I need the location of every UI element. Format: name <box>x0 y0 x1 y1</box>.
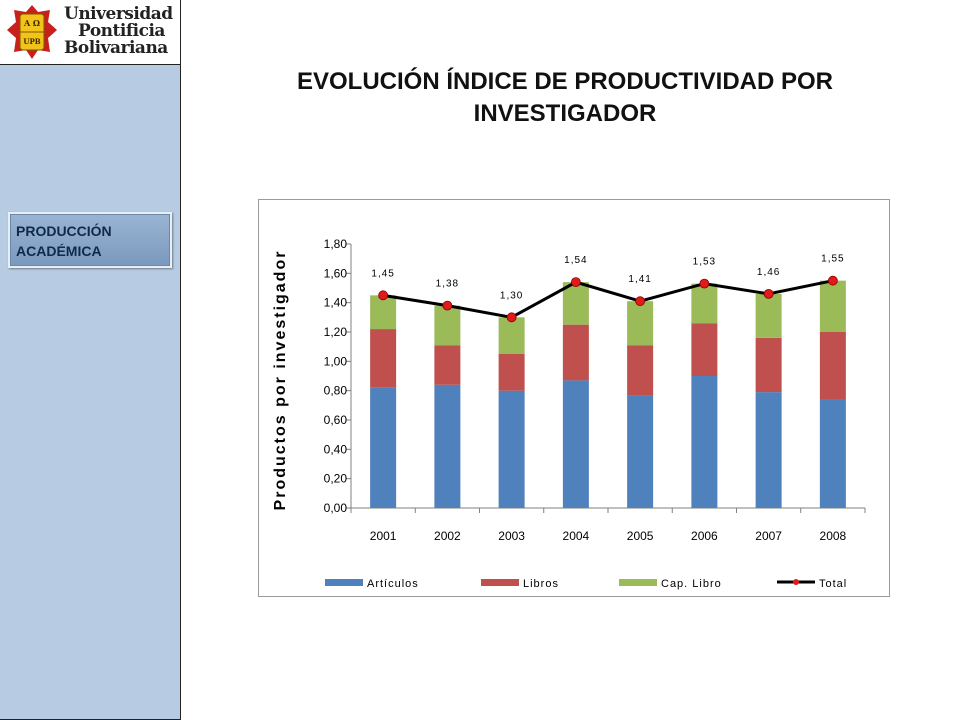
legend-libros-label: Libros <box>523 578 559 590</box>
section-button-label: PRODUCCIÓN ACADÉMICA <box>16 223 112 259</box>
total-point <box>827 275 838 286</box>
y-tick-label: 1,40 <box>324 296 348 310</box>
bar-articulos <box>691 376 718 508</box>
bar-libros <box>434 345 461 385</box>
bar-articulos <box>627 395 654 508</box>
total-point <box>506 312 517 323</box>
bar-articulos <box>819 399 846 508</box>
logo-line-2: Pontificia <box>78 21 165 41</box>
total-line <box>382 279 834 319</box>
legend-libros-swatch <box>481 579 519 586</box>
bar-cap-libro <box>434 305 461 346</box>
total-point <box>442 300 453 311</box>
bar-cap-libro <box>562 282 589 325</box>
y-tick-label: 0,80 <box>324 384 348 398</box>
bar-cap-libro <box>498 317 525 354</box>
legend-cap-libro-swatch <box>619 579 657 586</box>
bar-cap-libro <box>755 293 782 338</box>
y-tick-label: 0,60 <box>324 413 348 427</box>
y-tick-label: 0,00 <box>324 501 348 515</box>
legend-articulos-swatch <box>325 579 363 586</box>
legend-total-label: Total <box>819 578 847 590</box>
bar-cap-libro <box>691 283 718 324</box>
bar-cap-libro <box>819 280 846 332</box>
total-data-label: 1,38 <box>436 279 459 290</box>
x-tick-label: 2001 <box>370 529 397 543</box>
bar-libros <box>627 345 654 396</box>
page-title: EVOLUCIÓN ÍNDICE DE PRODUCTIVIDAD POR IN… <box>296 68 834 127</box>
total-point <box>763 288 774 299</box>
bar-cap-libro <box>627 301 654 346</box>
bar-articulos <box>562 380 589 508</box>
total-data-label: 1,46 <box>757 267 780 278</box>
section-button-produccion-academica[interactable]: PRODUCCIÓN ACADÉMICA <box>8 212 172 268</box>
bar-articulos <box>434 384 461 508</box>
logo-line-3: Bolivariana <box>64 38 168 58</box>
bar-libros <box>755 337 782 393</box>
bar-articulos <box>370 387 397 508</box>
svg-text:A Ω: A Ω <box>23 18 40 28</box>
total-point <box>378 290 389 301</box>
bar-cap-libro <box>370 295 397 330</box>
total-point <box>699 278 710 289</box>
bar-articulos <box>755 392 782 508</box>
x-tick-label: 2002 <box>434 529 461 543</box>
y-tick-label: 1,00 <box>324 354 348 368</box>
university-name: Universidad Pontificia Bolivariana <box>64 6 173 57</box>
bar-libros <box>498 354 525 391</box>
y-tick-label: 0,20 <box>324 472 348 486</box>
total-data-label: 1,53 <box>693 257 716 268</box>
logo-line-1: Universidad <box>64 4 173 24</box>
total-point <box>635 296 646 307</box>
bar-articulos <box>498 390 525 508</box>
total-data-label: 1,54 <box>564 255 587 266</box>
bar-libros <box>819 332 846 400</box>
x-tick-label: 2006 <box>691 529 718 543</box>
y-tick-label: 0,40 <box>324 442 348 456</box>
y-axis-title: Productos por investigador <box>272 250 289 511</box>
total-data-label: 1,45 <box>371 268 394 279</box>
legend-cap-libro-label: Cap. Libro <box>661 578 722 590</box>
total-data-label: 1,55 <box>821 254 844 265</box>
x-tick-label: 2003 <box>498 529 525 543</box>
x-tick-label: 2005 <box>627 529 654 543</box>
bar-libros <box>691 323 718 376</box>
y-tick-label: 1,60 <box>324 266 348 280</box>
legend-total-marker <box>793 579 799 585</box>
total-data-label: 1,41 <box>628 274 651 285</box>
total-point <box>570 277 581 288</box>
sidebar: A Ω UPB Universidad Pontificia Bolivaria… <box>0 0 181 720</box>
bar-libros <box>562 324 589 381</box>
chart-container: 0,00 0,20 0,40 0,60 0,80 1,00 1,20 1,40 1,60 1,80… <box>258 199 890 597</box>
x-tick-label: 2004 <box>563 529 590 543</box>
y-tick-label: 1,80 <box>324 237 348 251</box>
y-tick-label: 1,20 <box>324 325 348 339</box>
university-logo: A Ω UPB Universidad Pontificia Bolivaria… <box>0 0 180 65</box>
svg-text:UPB: UPB <box>23 37 40 46</box>
total-data-label: 1,30 <box>500 290 523 301</box>
legend-articulos-label: Artículos <box>367 578 419 590</box>
university-shield-icon: A Ω UPB <box>7 5 57 59</box>
x-tick-label: 2007 <box>755 529 782 543</box>
bar-libros <box>370 329 397 388</box>
productivity-chart: 0,00 0,20 0,40 0,60 0,80 1,00 1,20 1,40 1,60 1,80… <box>272 237 866 590</box>
x-tick-label: 2008 <box>820 529 847 543</box>
